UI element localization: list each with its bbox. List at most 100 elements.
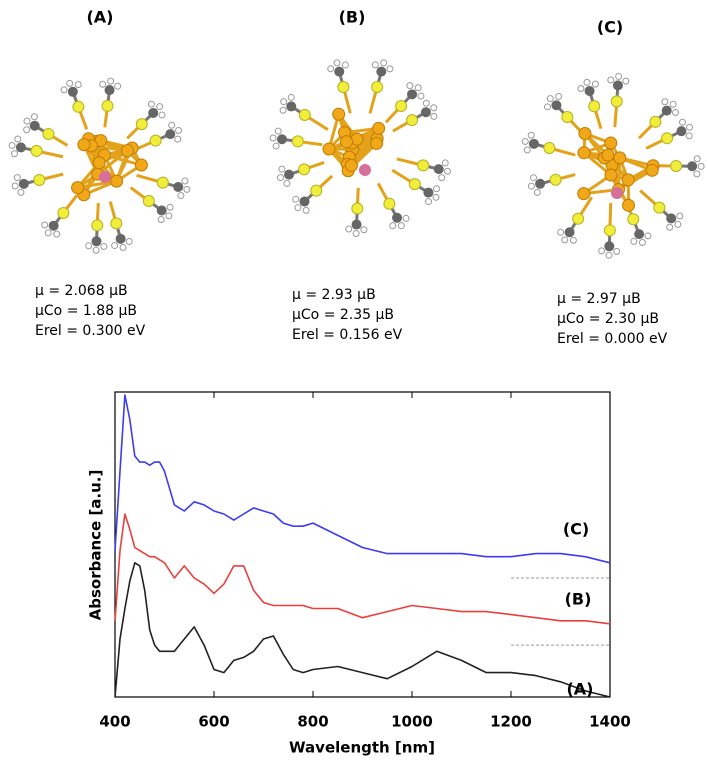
atom-au [578,188,590,200]
atom-c [16,142,26,152]
atom-h [284,180,290,186]
atom-c [407,89,417,99]
atom-c [165,129,175,139]
atom-h [444,168,450,174]
atom-s [292,136,303,147]
atom-h [101,244,107,250]
atom-h [279,166,285,172]
atom-au [323,143,335,155]
atom-h [390,223,396,229]
structure-label: (C) [597,18,623,37]
atom-h [273,143,279,149]
atom-s [544,143,555,154]
atom-s [662,133,673,144]
x-tick-label: 600 [198,713,229,731]
structure-label: (B) [339,8,366,27]
atom-c [529,139,539,149]
atom-s [150,135,161,146]
series-line [115,514,610,624]
atom-au [333,108,345,120]
atom-h [346,226,352,232]
atom-h [433,194,439,200]
atom-au [614,152,626,164]
atom-h [280,107,286,113]
atom-c [49,221,59,231]
atom-h [184,186,190,192]
atom-h [616,73,622,79]
atom-s [92,220,103,231]
atom-h [670,101,676,107]
atom-s [573,213,584,224]
molecule [522,73,704,258]
atom-au [623,199,635,211]
atom-h [12,183,18,189]
atom-h [431,113,437,119]
atom-c [434,164,444,174]
atom-c [286,101,296,111]
series-label: (C) [563,520,589,539]
atom-h [528,132,534,138]
atom-c [421,107,431,117]
atom-h [694,171,700,177]
atom-h [176,128,182,134]
atom-c [148,108,158,118]
atom-c [92,236,102,246]
atom-h [108,78,114,84]
atom-c [173,182,183,192]
atom-c [19,179,29,189]
atom-c [687,161,697,171]
atom-h [14,175,20,181]
atom-au [622,174,634,186]
atom-h [115,83,121,89]
atom-au [371,137,383,149]
atom-h [407,83,413,89]
atom-h [584,79,590,85]
atom-h [126,238,132,244]
atom-s [550,174,561,185]
atom-s [352,203,363,214]
atom-h [182,178,188,184]
atom-c [666,213,676,223]
atom-s [73,101,84,112]
atom-h [687,124,693,130]
atom-h [24,118,30,124]
atom-c [157,206,167,216]
atom-c [535,179,545,189]
atom-c [277,134,287,144]
atom-h [270,135,276,141]
atom-h [558,229,564,235]
atom-h [281,99,287,105]
x-tick-label: 1400 [589,713,631,731]
atom-h [423,100,429,106]
atom-h [562,237,568,243]
atom-s [143,196,154,207]
atom-h [673,110,679,116]
atom-s [407,115,418,126]
atom-h [167,204,173,210]
atom-s [34,174,45,185]
atom-h [522,138,528,144]
atom-h [415,85,421,91]
atom-h [608,77,614,83]
atom-s [372,82,383,93]
molecule [270,60,450,237]
atom-h [54,231,60,237]
atom-h [288,94,294,100]
series-label: (B) [565,590,592,609]
atom-s [611,96,622,107]
plot-frame [115,392,610,697]
atom-c [376,67,386,77]
atom-h [645,233,651,239]
atom-h [293,196,299,202]
atom-s [102,100,113,111]
atom-h [442,160,448,166]
structure-property: μCo = 1.88 μB [35,303,137,319]
atom-h [592,81,598,87]
atom-s [671,161,682,172]
structure-property: μ = 2.97 μB [557,291,641,307]
atom-h [295,205,301,211]
atom-c [299,197,309,207]
atom-s [311,185,322,196]
atom-h [166,213,172,219]
atom-h [18,189,24,195]
